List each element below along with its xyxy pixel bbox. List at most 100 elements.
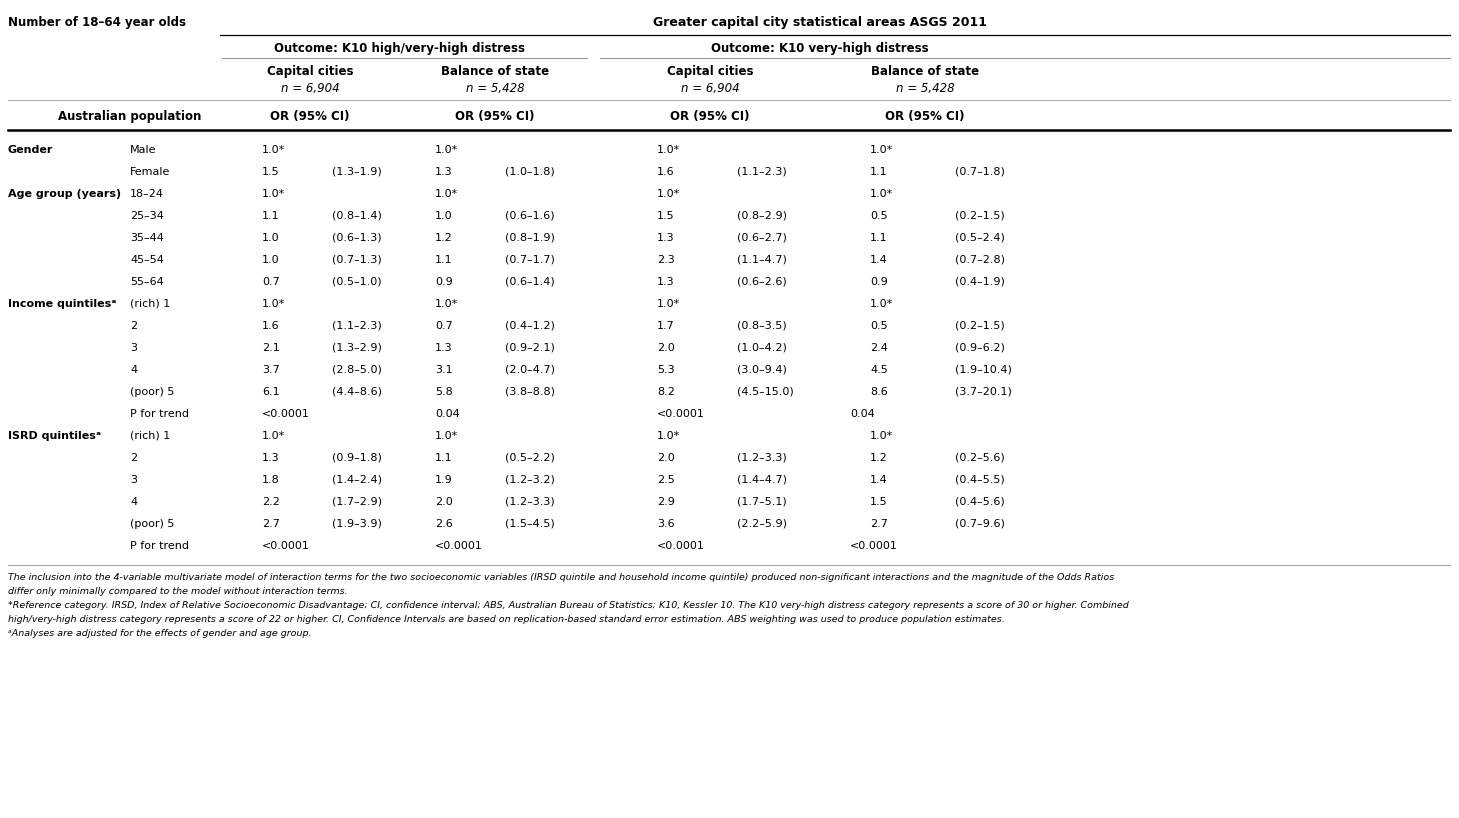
- Text: (2.0–4.7): (2.0–4.7): [505, 365, 554, 375]
- Text: Outcome: K10 very-high distress: Outcome: K10 very-high distress: [711, 42, 929, 55]
- Text: (poor) 5: (poor) 5: [130, 387, 175, 397]
- Text: 1.4: 1.4: [870, 475, 887, 485]
- Text: 2.0: 2.0: [435, 497, 452, 507]
- Text: (0.5–2.4): (0.5–2.4): [956, 233, 1005, 243]
- Text: 0.5: 0.5: [870, 321, 887, 331]
- Text: (0.9–2.1): (0.9–2.1): [505, 343, 554, 353]
- Text: *Reference category. IRSD, Index of Relative Socioeconomic Disadvantage; CI, con: *Reference category. IRSD, Index of Rela…: [7, 601, 1129, 610]
- Text: (0.7–1.7): (0.7–1.7): [505, 255, 554, 265]
- Text: (rich) 1: (rich) 1: [130, 431, 171, 441]
- Text: <0.0001: <0.0001: [851, 541, 897, 551]
- Text: 1.4: 1.4: [870, 255, 887, 265]
- Text: <0.0001: <0.0001: [263, 541, 309, 551]
- Text: 1.9: 1.9: [435, 475, 452, 485]
- Text: Balance of state: Balance of state: [871, 65, 979, 78]
- Text: 1.3: 1.3: [435, 343, 452, 353]
- Text: 0.7: 0.7: [435, 321, 452, 331]
- Text: ISRD quintilesᵃ: ISRD quintilesᵃ: [7, 431, 101, 441]
- Text: Age group (years): Age group (years): [7, 189, 121, 199]
- Text: 1.1: 1.1: [435, 453, 452, 463]
- Text: 1.0*: 1.0*: [263, 299, 286, 309]
- Text: (4.5–15.0): (4.5–15.0): [737, 387, 794, 397]
- Text: (1.9–3.9): (1.9–3.9): [333, 519, 382, 529]
- Text: (3.8–8.8): (3.8–8.8): [505, 387, 554, 397]
- Text: 2.2: 2.2: [263, 497, 280, 507]
- Text: 2.0: 2.0: [657, 343, 674, 353]
- Text: 1.3: 1.3: [263, 453, 280, 463]
- Text: P for trend: P for trend: [130, 541, 190, 551]
- Text: Male: Male: [130, 145, 156, 155]
- Text: 0.9: 0.9: [870, 277, 887, 287]
- Text: 2.3: 2.3: [657, 255, 674, 265]
- Text: (rich) 1: (rich) 1: [130, 299, 171, 309]
- Text: 4.5: 4.5: [870, 365, 887, 375]
- Text: (0.5–2.2): (0.5–2.2): [505, 453, 554, 463]
- Text: Capital cities: Capital cities: [267, 65, 353, 78]
- Text: 2.7: 2.7: [263, 519, 280, 529]
- Text: 1.0*: 1.0*: [657, 189, 680, 199]
- Text: (0.4–1.2): (0.4–1.2): [505, 321, 554, 331]
- Text: 1.0*: 1.0*: [435, 299, 458, 309]
- Text: (1.4–2.4): (1.4–2.4): [333, 475, 382, 485]
- Text: OR (95% CI): OR (95% CI): [886, 110, 964, 123]
- Text: 1.6: 1.6: [263, 321, 280, 331]
- Text: 2.7: 2.7: [870, 519, 889, 529]
- Text: (0.7–9.6): (0.7–9.6): [956, 519, 1005, 529]
- Text: (0.4–5.5): (0.4–5.5): [956, 475, 1005, 485]
- Text: 3: 3: [130, 475, 137, 485]
- Text: (2.2–5.9): (2.2–5.9): [737, 519, 786, 529]
- Text: 2.6: 2.6: [435, 519, 452, 529]
- Text: 1.0*: 1.0*: [435, 145, 458, 155]
- Text: 1.5: 1.5: [263, 167, 280, 177]
- Text: (0.7–1.3): (0.7–1.3): [333, 255, 382, 265]
- Text: (1.1–2.3): (1.1–2.3): [333, 321, 382, 331]
- Text: (1.2–3.3): (1.2–3.3): [505, 497, 554, 507]
- Text: (1.2–3.2): (1.2–3.2): [505, 475, 554, 485]
- Text: (0.8–3.5): (0.8–3.5): [737, 321, 786, 331]
- Text: (0.2–5.6): (0.2–5.6): [956, 453, 1005, 463]
- Text: 1.0*: 1.0*: [870, 431, 893, 441]
- Text: 1.0: 1.0: [263, 233, 280, 243]
- Text: OR (95% CI): OR (95% CI): [455, 110, 535, 123]
- Text: (2.8–5.0): (2.8–5.0): [333, 365, 382, 375]
- Text: 0.04: 0.04: [851, 409, 875, 419]
- Text: 45–54: 45–54: [130, 255, 163, 265]
- Text: 1.0*: 1.0*: [870, 189, 893, 199]
- Text: (0.8–1.4): (0.8–1.4): [333, 211, 382, 221]
- Text: n = 6,904: n = 6,904: [280, 82, 340, 95]
- Text: 1.0*: 1.0*: [870, 145, 893, 155]
- Text: 5.3: 5.3: [657, 365, 674, 375]
- Text: 0.9: 0.9: [435, 277, 452, 287]
- Text: 2: 2: [130, 453, 137, 463]
- Text: (0.4–1.9): (0.4–1.9): [956, 277, 1005, 287]
- Text: 2.9: 2.9: [657, 497, 676, 507]
- Text: 1.5: 1.5: [870, 497, 887, 507]
- Text: 3.6: 3.6: [657, 519, 674, 529]
- Text: ᵃAnalyses are adjusted for the effects of gender and age group.: ᵃAnalyses are adjusted for the effects o…: [7, 629, 312, 638]
- Text: (0.4–5.6): (0.4–5.6): [956, 497, 1005, 507]
- Text: (1.3–2.9): (1.3–2.9): [333, 343, 382, 353]
- Text: 3.1: 3.1: [435, 365, 452, 375]
- Text: 1.3: 1.3: [435, 167, 452, 177]
- Text: (0.6–2.6): (0.6–2.6): [737, 277, 786, 287]
- Text: (1.0–4.2): (1.0–4.2): [737, 343, 786, 353]
- Text: (1.3–1.9): (1.3–1.9): [333, 167, 382, 177]
- Text: (0.9–1.8): (0.9–1.8): [333, 453, 382, 463]
- Text: (1.5–4.5): (1.5–4.5): [505, 519, 554, 529]
- Text: 1.7: 1.7: [657, 321, 674, 331]
- Text: 1.1: 1.1: [870, 233, 887, 243]
- Text: (0.2–1.5): (0.2–1.5): [956, 321, 1005, 331]
- Text: <0.0001: <0.0001: [657, 541, 705, 551]
- Text: (0.6–1.6): (0.6–1.6): [505, 211, 554, 221]
- Text: 2.5: 2.5: [657, 475, 674, 485]
- Text: 55–64: 55–64: [130, 277, 163, 287]
- Text: Greater capital city statistical areas ASGS 2011: Greater capital city statistical areas A…: [654, 16, 986, 29]
- Text: 1.0*: 1.0*: [263, 189, 286, 199]
- Text: 1.2: 1.2: [870, 453, 887, 463]
- Text: 25–34: 25–34: [130, 211, 163, 221]
- Text: Gender: Gender: [7, 145, 54, 155]
- Text: 1.1: 1.1: [870, 167, 887, 177]
- Text: Number of 18–64 year olds: Number of 18–64 year olds: [7, 16, 185, 29]
- Text: 1.3: 1.3: [657, 277, 674, 287]
- Text: 1.8: 1.8: [263, 475, 280, 485]
